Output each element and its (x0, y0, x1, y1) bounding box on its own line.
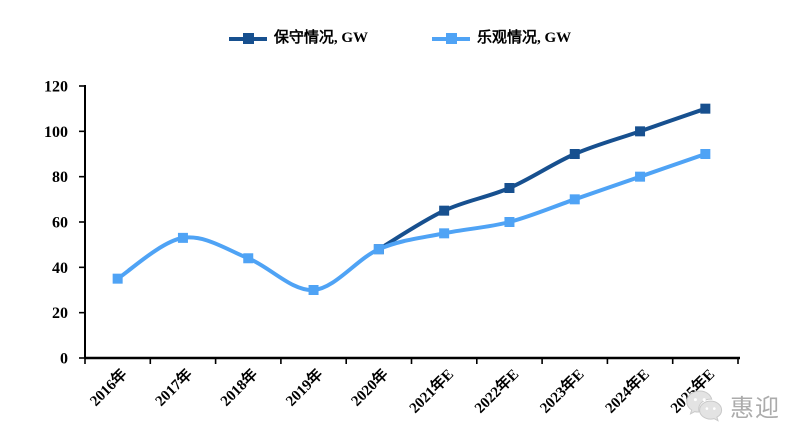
svg-text:100: 100 (44, 124, 68, 141)
legend-item-optimistic: 乐观情况, GW (432, 31, 571, 46)
svg-text:40: 40 (52, 260, 68, 277)
legend-item-conservative: 保守情况, GW (228, 30, 368, 46)
svg-text:20: 20 (52, 305, 68, 322)
svg-text:2017年: 2017年 (151, 365, 196, 410)
svg-text:2022年E: 2022年E (471, 365, 523, 417)
svg-text:0: 0 (60, 351, 68, 368)
watermark-text: 惠迎 (730, 396, 780, 422)
line-marker-swatch-conservative (228, 33, 267, 44)
svg-text:2023年E: 2023年E (536, 365, 588, 417)
wechat-icon (686, 389, 723, 422)
svg-text:2021年E: 2021年E (405, 365, 457, 417)
watermark: 惠迎 (685, 388, 780, 423)
line-marker-swatch-optimistic (432, 33, 470, 44)
svg-text:120: 120 (44, 79, 68, 96)
legend-square-conservative (242, 33, 254, 44)
legend-label-conservative: 保守情况, GW (273, 30, 368, 46)
svg-text:60: 60 (52, 215, 68, 232)
svg-text:2024年E: 2024年E (601, 365, 653, 417)
svg-text:2016年: 2016年 (86, 365, 131, 410)
legend-square-optimistic (446, 33, 457, 44)
chart-legend: 保守情况, GW 乐观情况, GW (0, 31, 800, 46)
svg-text:2018年: 2018年 (217, 365, 262, 410)
svg-text:2019年: 2019年 (282, 365, 327, 410)
legend-label-optimistic: 乐观情况, GW (477, 30, 572, 46)
svg-text:80: 80 (52, 169, 68, 186)
svg-text:2020年: 2020年 (347, 365, 392, 410)
